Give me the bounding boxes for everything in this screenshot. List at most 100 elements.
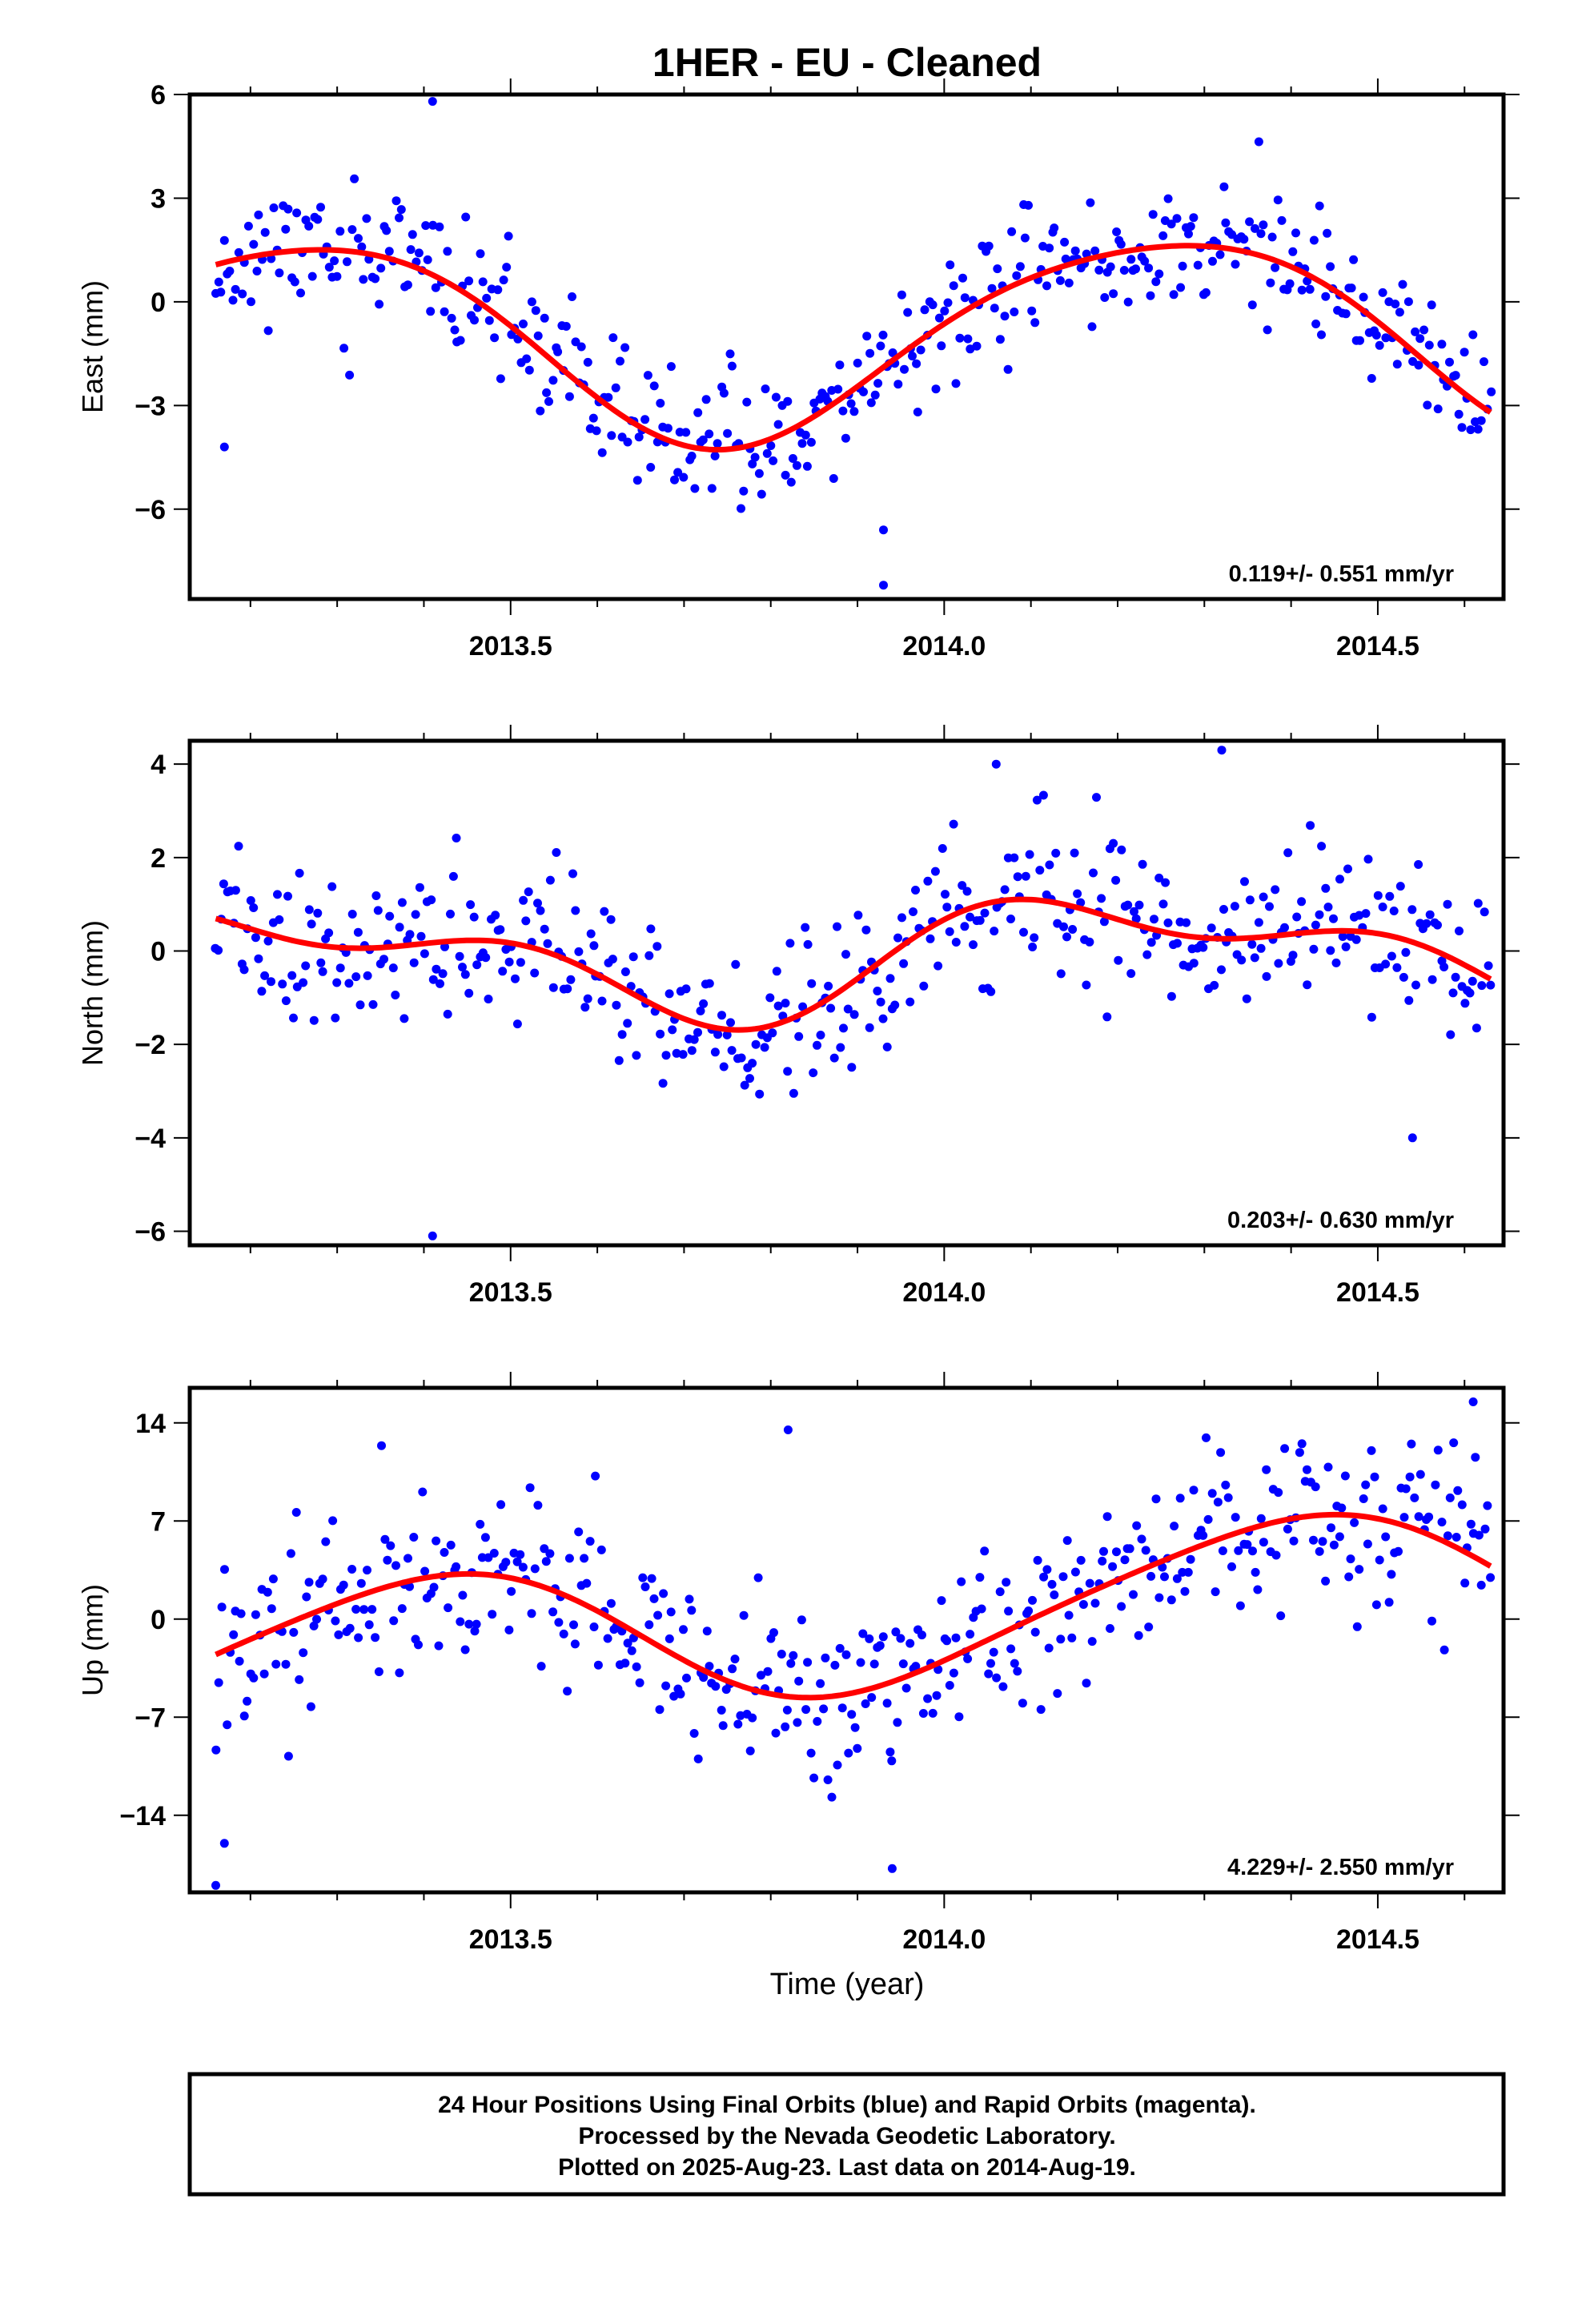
east-data-point [1480, 357, 1488, 367]
east-data-point [1012, 271, 1022, 280]
up-data-point [1120, 1555, 1130, 1565]
north-data-point [1297, 897, 1307, 907]
north-data-point [368, 999, 378, 1009]
east-data-point [576, 342, 586, 352]
up-data-point [1078, 1600, 1088, 1609]
east-data-point [1045, 243, 1054, 253]
north-data-point [678, 1050, 688, 1059]
up-data-point [951, 1633, 961, 1642]
east-data-point [347, 225, 357, 235]
north-data-point [699, 999, 709, 1008]
east-data-point [1126, 255, 1136, 264]
north-data-point [472, 960, 482, 970]
up-data-point [380, 1534, 390, 1544]
north-data-point [344, 979, 354, 988]
north-data-point [519, 895, 528, 905]
north-data-point [249, 903, 259, 912]
east-data-point [995, 335, 1005, 344]
east-data-point [987, 283, 997, 293]
north-data-point [491, 911, 500, 920]
east-data-point [643, 371, 652, 380]
up-data-point [507, 1586, 516, 1596]
north-data-point [1130, 907, 1138, 916]
north-data-point [890, 1000, 900, 1010]
east-data-point [324, 263, 334, 272]
up-data-point [1039, 1572, 1049, 1582]
up-data-point [918, 1709, 928, 1718]
north-data-point [516, 958, 525, 967]
up-data-point [367, 1605, 377, 1614]
north-y-tick-label: 4 [151, 750, 166, 780]
east-data-point [228, 296, 238, 305]
east-data-point [632, 476, 642, 485]
north-data-point [566, 975, 576, 984]
up-data-point [728, 1664, 737, 1674]
east-data-point [564, 392, 574, 401]
north-data-point [1035, 866, 1045, 875]
up-data-point [1024, 1606, 1034, 1615]
north-data-point [234, 842, 243, 851]
up-data-point [321, 1537, 331, 1546]
up-data-point [1318, 1537, 1327, 1546]
up-data-point [1433, 1445, 1443, 1455]
east-data-point [1094, 265, 1104, 275]
up-data-point [1010, 1659, 1019, 1668]
up-data-point [905, 1638, 915, 1648]
north-data-point [773, 1001, 783, 1011]
east-data-point [296, 288, 305, 298]
up-data-point [1401, 1484, 1411, 1494]
up-data-point [496, 1500, 506, 1510]
up-data-point [893, 1718, 902, 1727]
up-data-point [1172, 1574, 1182, 1583]
east-data-point [623, 437, 632, 447]
north-data-point [876, 997, 885, 1007]
north-data-point [318, 967, 327, 976]
north-data-point [309, 1015, 319, 1025]
north-data-point [899, 959, 909, 968]
east-data-point [719, 388, 729, 398]
north-data-point [512, 1019, 522, 1029]
up-data-point [748, 1713, 757, 1723]
north-data-point [335, 963, 345, 973]
north-data-point [737, 1053, 746, 1063]
up-data-point [309, 1621, 319, 1630]
east-data-point [219, 235, 229, 245]
north-data-point [755, 1089, 765, 1099]
east-data-point [269, 203, 279, 212]
east-data-point [841, 433, 850, 443]
east-data-point [634, 432, 644, 442]
up-data-point [299, 1648, 308, 1658]
north-data-point [681, 984, 691, 994]
east-data-point [1321, 292, 1331, 301]
east-data-point [1172, 214, 1182, 223]
up-data-point [1443, 1531, 1452, 1541]
up-data-point [1335, 1532, 1344, 1542]
east-x-tick-label: 2013.5 [469, 631, 552, 661]
east-data-point [478, 277, 488, 287]
north-data-point [646, 924, 656, 934]
east-data-point [649, 381, 659, 391]
up-data-point [830, 1660, 840, 1670]
up-data-point [827, 1792, 837, 1802]
north-data-point [813, 1040, 821, 1050]
north-data-point [833, 922, 841, 931]
up-data-point [789, 1651, 798, 1660]
north-data-point [416, 931, 426, 941]
north-data-point [1025, 850, 1034, 859]
east-data-point [313, 215, 323, 224]
east-data-point [219, 442, 229, 452]
north-data-point [536, 906, 545, 915]
up-data-point [794, 1676, 804, 1686]
east-data-point [1055, 275, 1065, 285]
up-data-point [1321, 1576, 1331, 1586]
north-data-point [882, 1042, 892, 1051]
up-data-point [536, 1662, 546, 1671]
north-data-point [327, 882, 337, 891]
east-data-point [1359, 292, 1368, 302]
up-data-point [954, 1712, 964, 1722]
up-data-point [404, 1554, 412, 1563]
up-data-point [655, 1705, 665, 1715]
east-data-point [897, 290, 906, 300]
up-data-point [1144, 1622, 1154, 1632]
up-y-axis-label: Up (mm) [76, 1584, 109, 1696]
